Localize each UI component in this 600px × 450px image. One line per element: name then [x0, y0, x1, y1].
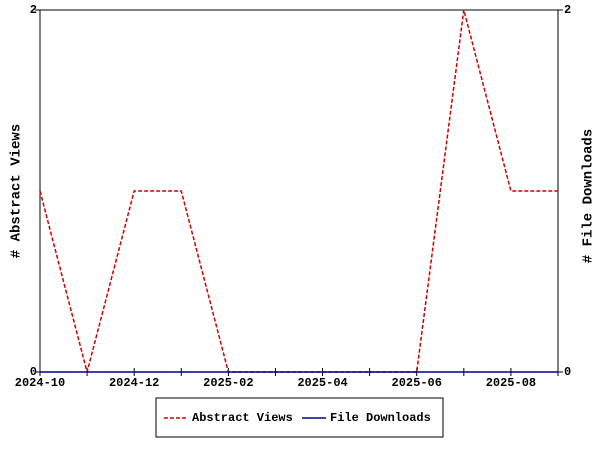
- x-tick-label: 2025-08: [486, 376, 536, 390]
- y-tick-label: 0: [30, 365, 37, 379]
- x-tick-label: 2025-06: [392, 376, 442, 390]
- x-tick-label: 2024-12: [109, 376, 159, 390]
- x-tick-label: 2025-02: [203, 376, 253, 390]
- legend-label: Abstract Views: [192, 411, 293, 425]
- y-axis-title: # Abstract Views: [9, 124, 25, 258]
- x-tick-label: 2025-04: [297, 376, 347, 390]
- y2-tick-label: 0: [564, 365, 571, 379]
- legend-label: File Downloads: [330, 411, 431, 425]
- y2-axis-title: # File Downloads: [581, 129, 597, 263]
- plot-frame: [39, 9, 559, 373]
- y-tick-label: 2: [30, 3, 37, 17]
- series-line: [39, 9, 558, 375]
- y2-tick-label: 2: [564, 3, 571, 17]
- x-tick-label: 2024-10: [15, 376, 65, 390]
- legend-box: [155, 397, 444, 438]
